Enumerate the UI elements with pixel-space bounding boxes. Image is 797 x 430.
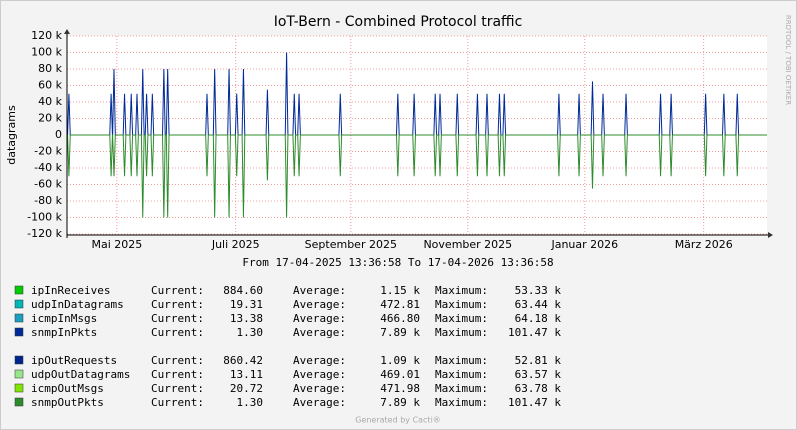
legend-name: snmpInPkts	[31, 326, 97, 339]
legend-label: Average:	[293, 312, 346, 325]
legend-current: 20.72	[230, 382, 263, 395]
legend-swatch	[14, 383, 24, 393]
legend-average: 1.15 k	[380, 284, 420, 297]
legend-current: 860.42	[223, 354, 263, 367]
y-tick-label: 40 k	[38, 95, 62, 108]
legend-name: udpOutDatagrams	[31, 368, 130, 381]
legend-average: 466.80	[380, 312, 420, 325]
legend-maximum: 101.47 k	[508, 396, 561, 409]
y-tick-label: -100 k	[27, 211, 62, 224]
legend-label: Average:	[293, 284, 346, 297]
legend-label: Average:	[293, 354, 346, 367]
legend-name: udpInDatagrams	[31, 298, 124, 311]
legend-label: Maximum:	[435, 298, 488, 311]
y-tick-label: -80 k	[34, 194, 62, 207]
x-tick-label: Mai 2025	[91, 238, 142, 251]
legend-label: Maximum:	[435, 354, 488, 367]
lines	[67, 52, 767, 218]
legend-maximum: 52.81 k	[515, 354, 562, 367]
legend-label: Average:	[293, 326, 346, 339]
legend-name: ipOutRequests	[31, 354, 117, 367]
legend-current: 13.38	[230, 312, 263, 325]
y-tick-label: 0	[55, 128, 62, 141]
legend-label: Current:	[151, 354, 204, 367]
legend-current: 1.30	[237, 396, 264, 409]
legend-label: Current:	[151, 382, 204, 395]
legend-label: Average:	[293, 368, 346, 381]
legend-swatch	[14, 355, 24, 365]
time-range: From 17-04-2025 13:36:58 To 17-04-2026 1…	[242, 256, 553, 269]
footer: Generated by Cacti®	[355, 416, 441, 425]
legend-name: icmpInMsgs	[31, 312, 97, 325]
legend-swatch	[14, 397, 24, 407]
legend-label: Average:	[293, 382, 346, 395]
y-tick-label: -60 k	[34, 178, 62, 191]
y-tick-label: 80 k	[38, 62, 62, 75]
legend-label: Current:	[151, 312, 204, 325]
y-tick-label: 120 k	[31, 29, 62, 42]
legend-label: Current:	[151, 396, 204, 409]
legend-label: Maximum:	[435, 312, 488, 325]
x-tick-label: März 2026	[675, 238, 733, 251]
legend-average: 1.09 k	[380, 354, 420, 367]
legend-swatch	[14, 285, 24, 295]
legend-name: icmpOutMsgs	[31, 382, 104, 395]
legend-label: Average:	[293, 396, 346, 409]
legend-name: ipInReceives	[31, 284, 110, 297]
legend-label: Current:	[151, 368, 204, 381]
x-tick-label: Januar 2026	[550, 238, 618, 251]
legend-current: 1.30	[237, 326, 264, 339]
y-axis-label: datagrams	[5, 105, 18, 165]
legend-current: 884.60	[223, 284, 263, 297]
legend-label: Maximum:	[435, 284, 488, 297]
legend-swatch	[14, 299, 24, 309]
y-tick-label: 100 k	[31, 46, 62, 59]
chart-title: IoT-Bern - Combined Protocol traffic	[274, 14, 523, 30]
x-tick-label: September 2025	[305, 238, 397, 251]
y-tick-label: 60 k	[38, 79, 62, 92]
legend-current: 13.11	[230, 368, 263, 381]
x-arrow	[768, 232, 773, 238]
legend-label: Maximum:	[435, 326, 488, 339]
legend-average: 7.89 k	[380, 326, 420, 339]
legend-label: Current:	[151, 326, 204, 339]
legend-maximum: 101.47 k	[508, 326, 561, 339]
x-tick-label: November 2025	[423, 238, 512, 251]
legend: ipInReceives Current: 884.60 Average: 1.15 k…	[14, 284, 562, 409]
legend-average: 469.01	[380, 368, 420, 381]
x-tick-label: Juli 2025	[211, 238, 260, 251]
legend-current: 19.31	[230, 298, 263, 311]
legend-swatch	[14, 369, 24, 379]
legend-swatch	[14, 327, 24, 337]
y-tick-label: -20 k	[34, 145, 62, 158]
legend-maximum: 63.44 k	[515, 298, 562, 311]
legend-label: Average:	[293, 298, 346, 311]
legend-label: Current:	[151, 298, 204, 311]
legend-label: Maximum:	[435, 382, 488, 395]
legend-swatch	[14, 313, 24, 323]
legend-maximum: 64.18 k	[515, 312, 562, 325]
legend-name: snmpOutPkts	[31, 396, 104, 409]
legend-maximum: 63.78 k	[515, 382, 562, 395]
y-tick-label: -120 k	[27, 227, 62, 240]
legend-maximum: 53.33 k	[515, 284, 562, 297]
y-arrow	[64, 29, 70, 34]
legend-average: 472.81	[380, 298, 420, 311]
legend-label: Maximum:	[435, 396, 488, 409]
legend-average: 7.89 k	[380, 396, 420, 409]
y-tick-label: 20 k	[38, 112, 62, 125]
series-line	[67, 134, 767, 218]
y-tick-label: -40 k	[34, 161, 62, 174]
legend-label: Current:	[151, 284, 204, 297]
watermark: RRDTOOL / TOBI OETIKER	[784, 15, 792, 105]
legend-average: 471.98	[380, 382, 420, 395]
legend-maximum: 63.57 k	[515, 368, 562, 381]
legend-label: Maximum:	[435, 368, 488, 381]
